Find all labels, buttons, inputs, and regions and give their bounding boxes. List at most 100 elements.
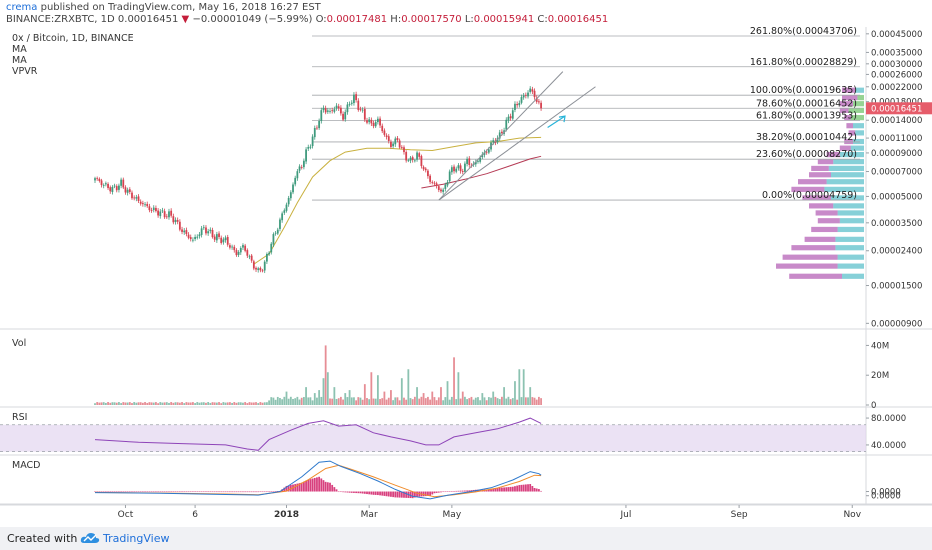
volume-bar	[192, 402, 194, 405]
macd-hist-bar	[464, 490, 466, 492]
candle-body	[172, 216, 175, 223]
candle-body	[248, 256, 251, 258]
macd-hist-bar	[514, 486, 516, 492]
volume-bar	[113, 402, 116, 405]
macd-hist-bar	[283, 487, 286, 492]
candle-body	[507, 116, 510, 121]
fib-label: 0.00%(0.00004759)	[762, 190, 857, 201]
macd-hist-bar	[405, 491, 408, 498]
fib-label: 78.60%(0.00016452)	[756, 98, 857, 109]
volume-bar	[141, 402, 144, 405]
candle-body	[372, 123, 375, 127]
fib-levels: 261.80%(0.00043706) 161.80%(0.00028829) 10…	[312, 27, 860, 201]
candle-body	[366, 120, 368, 123]
vpvr-profile	[776, 87, 864, 279]
volume-bar	[126, 402, 129, 405]
macd-hist-bar	[272, 491, 275, 492]
macd-hist-bar	[350, 491, 353, 493]
macd-hist-bar	[198, 491, 201, 493]
candle-body	[344, 111, 347, 120]
candle-body	[422, 166, 425, 170]
macd-hist-bar	[455, 490, 458, 492]
volume-bar	[411, 399, 414, 405]
vpvr-row-up	[835, 245, 864, 251]
volume-bar	[300, 397, 303, 405]
volume-bar	[487, 397, 490, 405]
volume-bar	[320, 396, 323, 405]
vpvr-row-down	[791, 186, 825, 192]
open-label: O:	[315, 14, 327, 25]
macd-hist-bar	[494, 488, 497, 492]
candle-body	[133, 197, 136, 199]
candle-body	[231, 246, 233, 248]
macd-hist-bar	[313, 477, 316, 492]
volume-bar	[459, 398, 462, 405]
volume-bar	[427, 396, 429, 405]
candle-body	[420, 156, 423, 167]
volume-bar	[316, 397, 318, 405]
price-tick-label: 0.00002400	[871, 247, 922, 257]
candle-body	[211, 230, 214, 238]
macd-hist-bar	[453, 490, 455, 492]
tradingview-brand[interactable]: TradingView	[103, 532, 170, 545]
candle-body	[135, 197, 138, 199]
macd-hist-bar	[268, 491, 270, 493]
candle-body	[189, 237, 192, 240]
volume-bar	[433, 397, 436, 405]
volume-bar	[144, 402, 146, 405]
volume-bar	[457, 372, 460, 405]
candle-body	[294, 177, 297, 185]
volume-bar	[287, 398, 290, 405]
volume-bar	[344, 393, 347, 405]
candle-body	[368, 119, 371, 123]
candle-body	[483, 152, 486, 155]
macd-hist-bar	[289, 485, 292, 492]
candle-body	[126, 189, 129, 193]
candle-body	[398, 140, 401, 148]
volume-bar	[289, 396, 292, 405]
volume-bar	[455, 399, 458, 405]
volume-bar	[307, 397, 310, 405]
volume-bar	[531, 397, 534, 405]
volume-bar	[259, 402, 262, 405]
candle-body	[318, 121, 321, 129]
macd-hist-bar	[226, 491, 229, 493]
candle-body	[139, 201, 142, 204]
volume-bar	[98, 402, 101, 405]
vpvr-row-down	[782, 254, 838, 260]
ohlc-line: BINANCE:ZRXBTC, 1D 0.00016451 ▼ −0.00001…	[6, 14, 608, 25]
macd-hist-bar	[305, 480, 307, 492]
macd-hist-bar	[107, 491, 109, 493]
price-tick-label: 0.00005000	[871, 192, 922, 202]
macd-hist-bar	[202, 491, 205, 493]
volume-bar	[128, 402, 131, 405]
macd-hist-bar	[518, 485, 521, 492]
macd-hist-bar	[128, 491, 131, 493]
volume-bar	[490, 397, 492, 405]
macd-hist-bar	[490, 489, 492, 492]
volume-bar	[346, 397, 349, 405]
vpvr-row-up	[837, 263, 864, 269]
macd-hist-bar	[220, 491, 223, 493]
candle-body	[383, 130, 386, 135]
volume-bar	[446, 381, 449, 405]
macd-hist-bar	[263, 491, 266, 493]
macd-hist-bar	[461, 490, 464, 492]
author-link[interactable]: crema	[6, 2, 38, 13]
volume-bar	[326, 372, 329, 405]
macd-hist-bar	[141, 491, 144, 493]
candle-body	[531, 89, 534, 92]
time-tick-label: 6	[192, 510, 198, 520]
volume-bar	[390, 390, 392, 405]
macd-hist-bar	[300, 482, 303, 492]
candle-body	[192, 239, 194, 241]
legend-item: MA	[12, 44, 27, 55]
price-tick-label: 0.00001500	[871, 282, 922, 292]
macd-hist-bar	[422, 491, 425, 497]
vpvr-row-up	[837, 254, 864, 260]
volume-bar	[294, 398, 297, 405]
volume-bar	[248, 402, 251, 405]
price-tick-label: 0.00035000	[871, 48, 922, 58]
candle-body	[385, 135, 388, 137]
macd-hist-bar	[318, 476, 321, 492]
